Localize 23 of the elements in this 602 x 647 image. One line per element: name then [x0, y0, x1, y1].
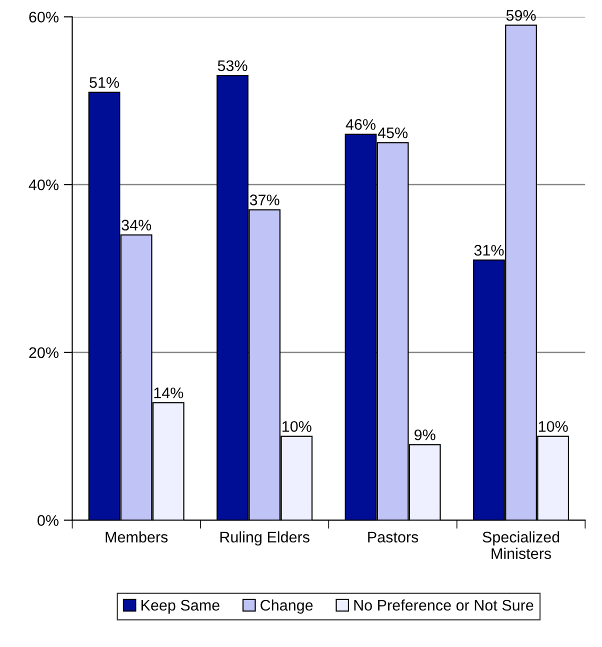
data-label: 14% — [154, 388, 184, 398]
data-label: 37% — [250, 194, 280, 206]
data-label: 10% — [538, 421, 568, 432]
x-tick-label: Pastors — [368, 532, 418, 543]
y-tick-label: 40% — [28, 179, 59, 190]
x-tick-label: Ruling Elders — [220, 531, 310, 546]
legend-label: Keep Same — [142, 600, 220, 614]
legend-label: No Preference or Not Sure — [354, 599, 534, 611]
data-label: 9% — [414, 429, 436, 440]
y-tick-label: 60% — [29, 12, 59, 23]
x-tick-label: Members — [106, 531, 168, 543]
data-label: 10% — [282, 421, 312, 432]
legend-label: Change — [260, 599, 313, 614]
y-tick-label: 0% — [38, 515, 58, 526]
data-label: 34% — [122, 220, 152, 231]
data-label: 31% — [474, 244, 504, 256]
data-label: 51% — [90, 77, 120, 88]
data-label: 45% — [378, 128, 408, 138]
data-label: 53% — [218, 60, 248, 72]
x-tick-label: Specialized Ministers — [482, 531, 560, 559]
data-label: 59% — [506, 10, 536, 21]
y-tick-label: 20% — [29, 347, 59, 358]
data-label: 46% — [346, 119, 376, 130]
